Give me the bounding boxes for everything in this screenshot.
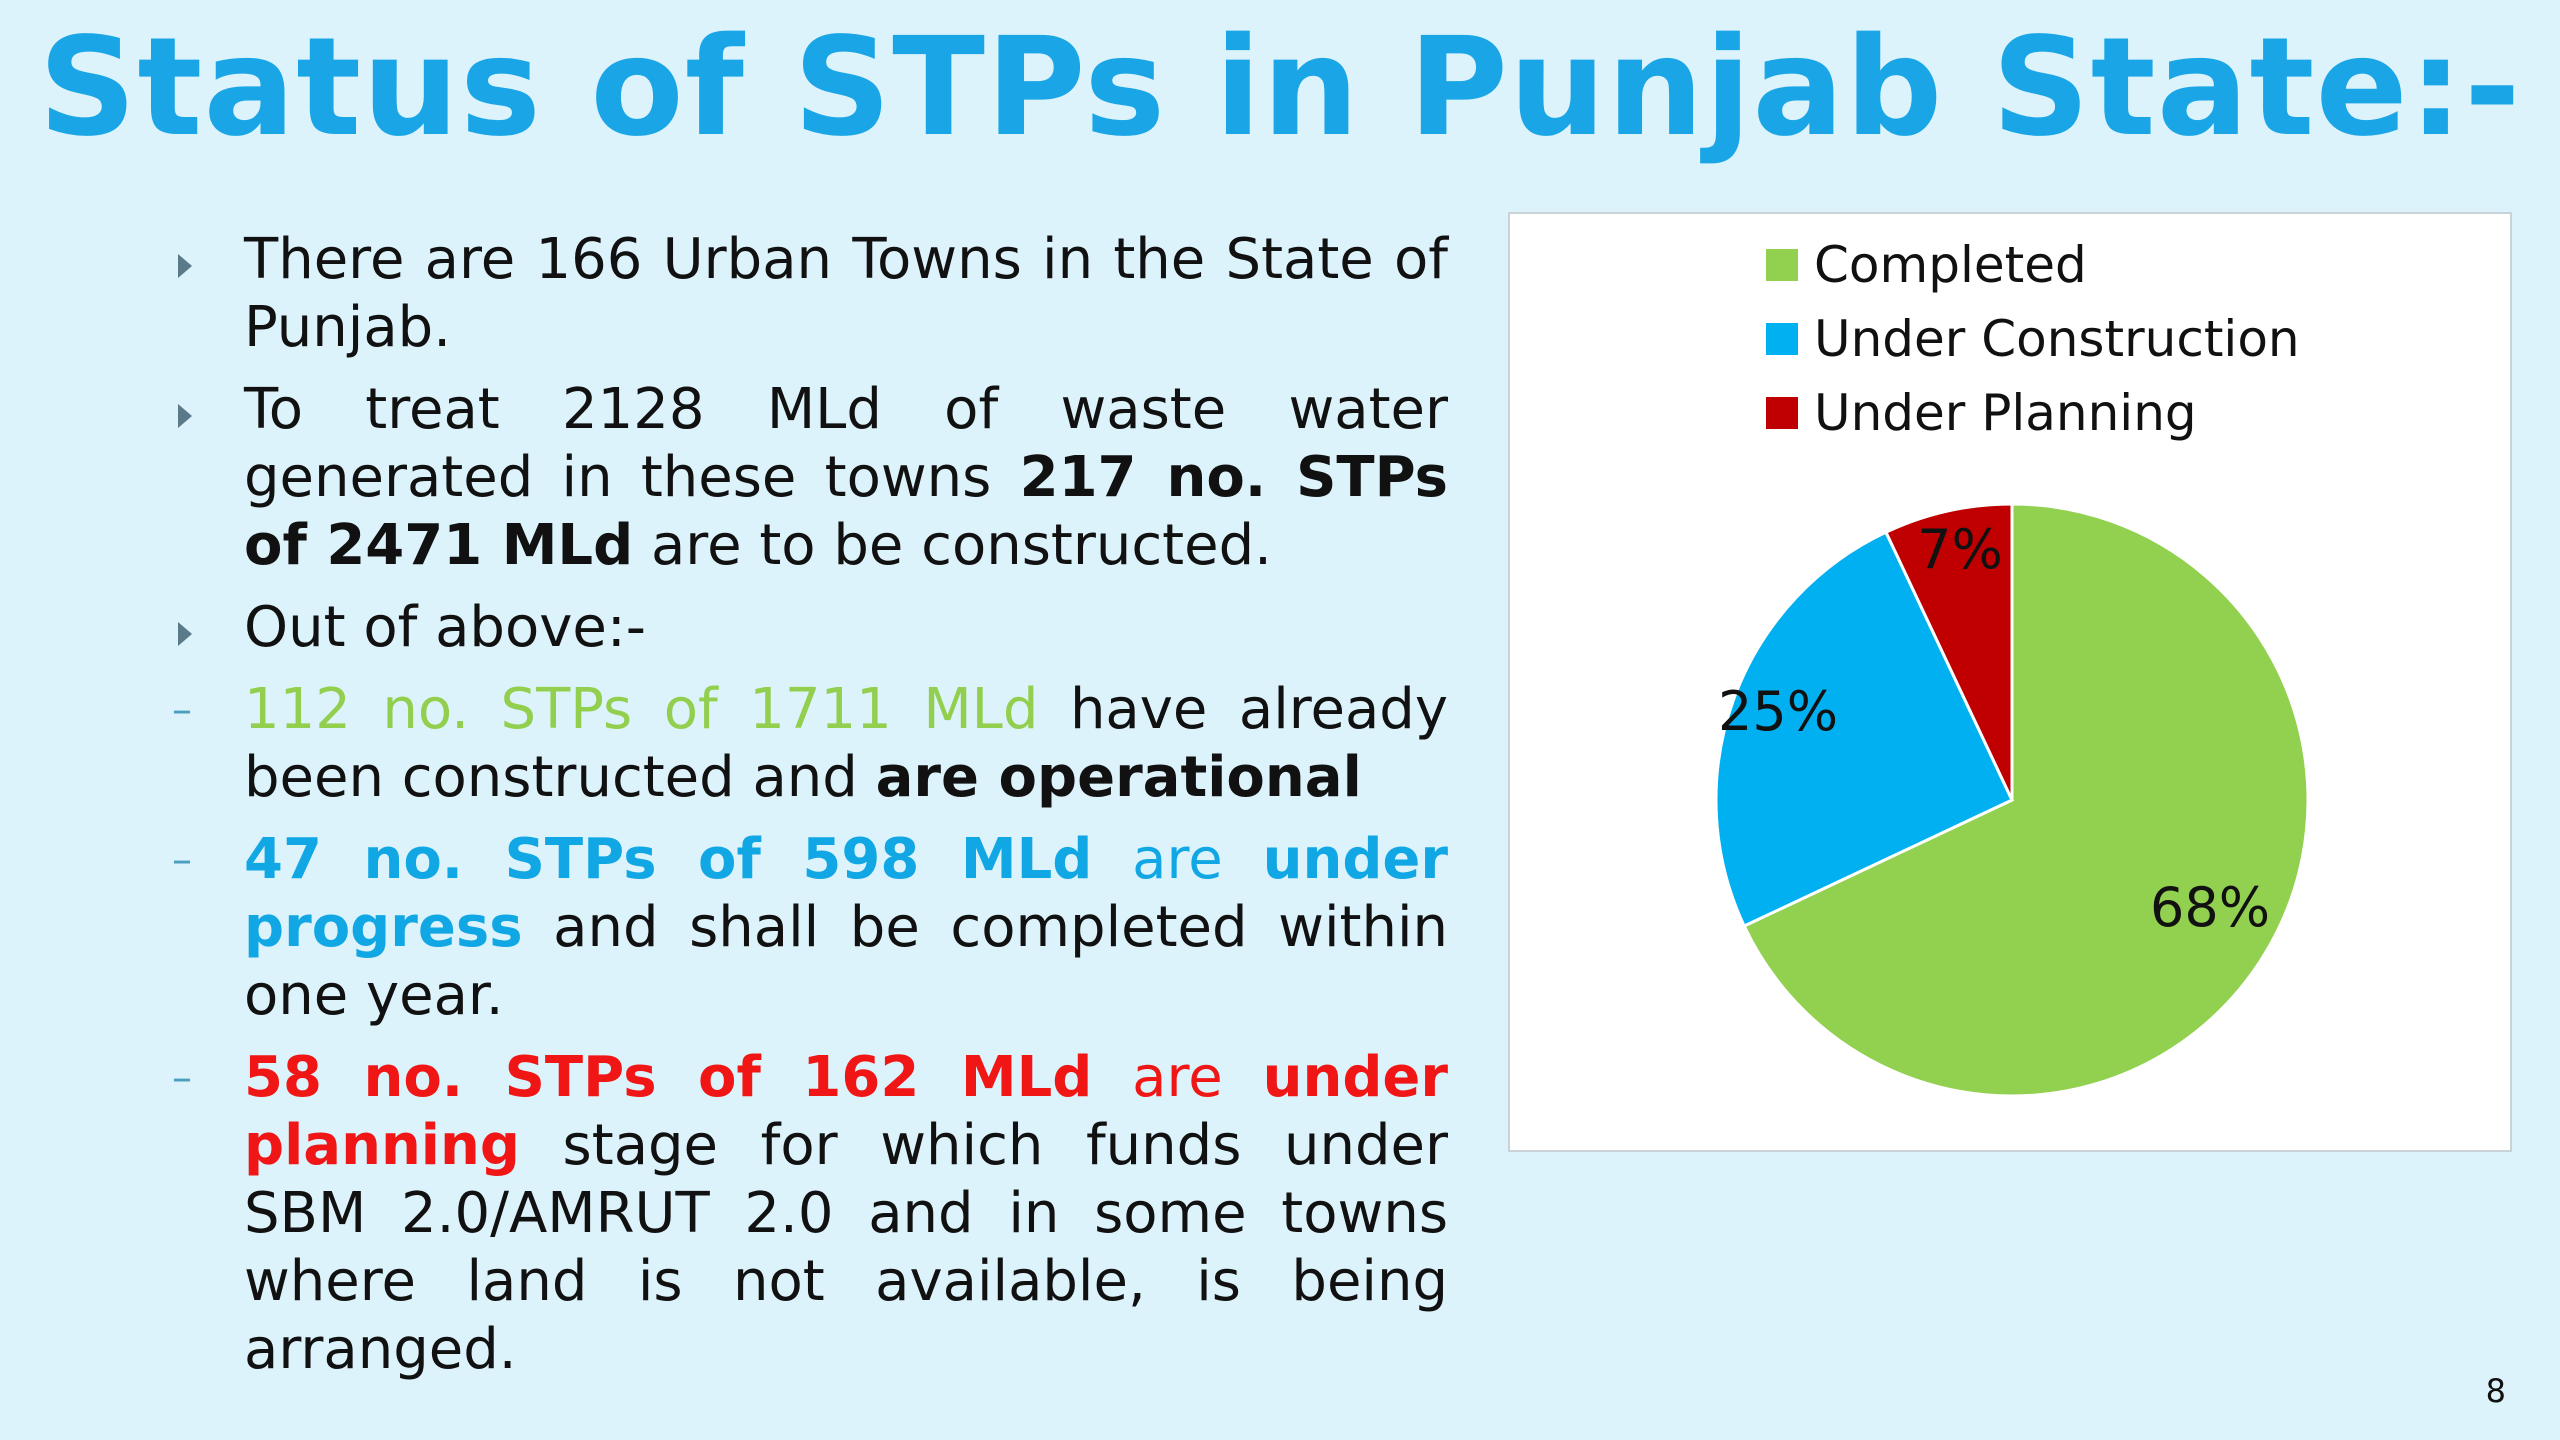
bullet-item: There are 166 Urban Towns in the State o… <box>172 226 1448 362</box>
bullet-dash-icon: – <box>172 687 192 733</box>
pie-chart-svg: 68% 25% 7% <box>1714 502 2310 1098</box>
bullet-item: – 58 no. STPs of 162 MLd are under planni… <box>172 1044 1448 1384</box>
bullet-text: under progress <box>244 827 1448 960</box>
bullet-text: 112 no. STPs of 1711 MLd <box>244 677 1039 742</box>
legend-swatch <box>1766 323 1798 355</box>
bullet-text: 217 no. STPs of 2471 MLd <box>244 445 1448 578</box>
legend-swatch <box>1766 397 1798 429</box>
bullet-text: 47 no. STPs of 598 MLd <box>244 827 1093 892</box>
legend-label: Completed <box>1814 236 2087 294</box>
bullet-text: are <box>1092 827 1263 892</box>
legend-label: Under Construction <box>1814 310 2300 368</box>
legend-entry: Completed <box>1766 228 2300 302</box>
bullet-triangle-icon <box>172 226 212 294</box>
chart-legend: Completed Under Construction Under Plannin… <box>1766 228 2300 450</box>
pie-slice-under-planning <box>1883 502 2014 801</box>
pie-data-label: 25% <box>1718 680 1838 743</box>
pie-data-label: 7% <box>1917 518 2003 581</box>
legend-entry: Under Planning <box>1766 376 2300 450</box>
bullet-triangle-icon <box>172 376 212 444</box>
bullet-text: 58 no. STPs of 162 MLd <box>244 1045 1093 1110</box>
legend-entry: Under Construction <box>1766 302 2300 376</box>
pie-slice-under-construction <box>1714 530 2014 929</box>
legend-label: Under Planning <box>1814 384 2197 442</box>
bullet-text: Out of above:- <box>244 595 646 660</box>
bullet-item: – 112 no. STPs of 1711 MLd have already b… <box>172 676 1448 812</box>
slide-title: Status of STPs in Punjab State:- <box>38 9 2522 167</box>
pie-chart: Completed Under Construction Under Plannin… <box>1508 212 2512 1152</box>
bullet-triangle-icon <box>172 594 212 662</box>
bullet-item: To treat 2128 MLd of waste water generat… <box>172 376 1448 580</box>
bullet-list: There are 166 Urban Towns in the State o… <box>172 226 1448 1398</box>
bullet-text: and shall be completed within one year. <box>244 895 1448 1028</box>
bullet-text: To treat 2128 MLd of waste water generat… <box>244 377 1448 510</box>
bullet-text: have already been constructed and <box>244 677 1448 810</box>
bullet-dash-icon: – <box>172 1055 192 1101</box>
pie-slice-completed <box>1742 502 2310 1098</box>
bullet-item: – 47 no. STPs of 598 MLd are under progr… <box>172 826 1448 1030</box>
bullet-text: are <box>1092 1045 1263 1110</box>
bullet-text: are to be constructed. <box>633 513 1272 578</box>
bullet-item: Out of above:- <box>172 594 1448 662</box>
bullet-dash-icon: – <box>172 837 192 883</box>
page-number: 8 <box>2485 1372 2506 1410</box>
bullet-text: stage for which funds under SBM 2.0/AMRU… <box>244 1113 1448 1382</box>
bullet-text: There are 166 Urban Towns in the State o… <box>244 227 1448 360</box>
legend-swatch <box>1766 249 1798 281</box>
pie-data-label: 68% <box>2150 876 2270 939</box>
bullet-text: under planning <box>244 1045 1448 1178</box>
bullet-text: are operational <box>875 745 1362 810</box>
